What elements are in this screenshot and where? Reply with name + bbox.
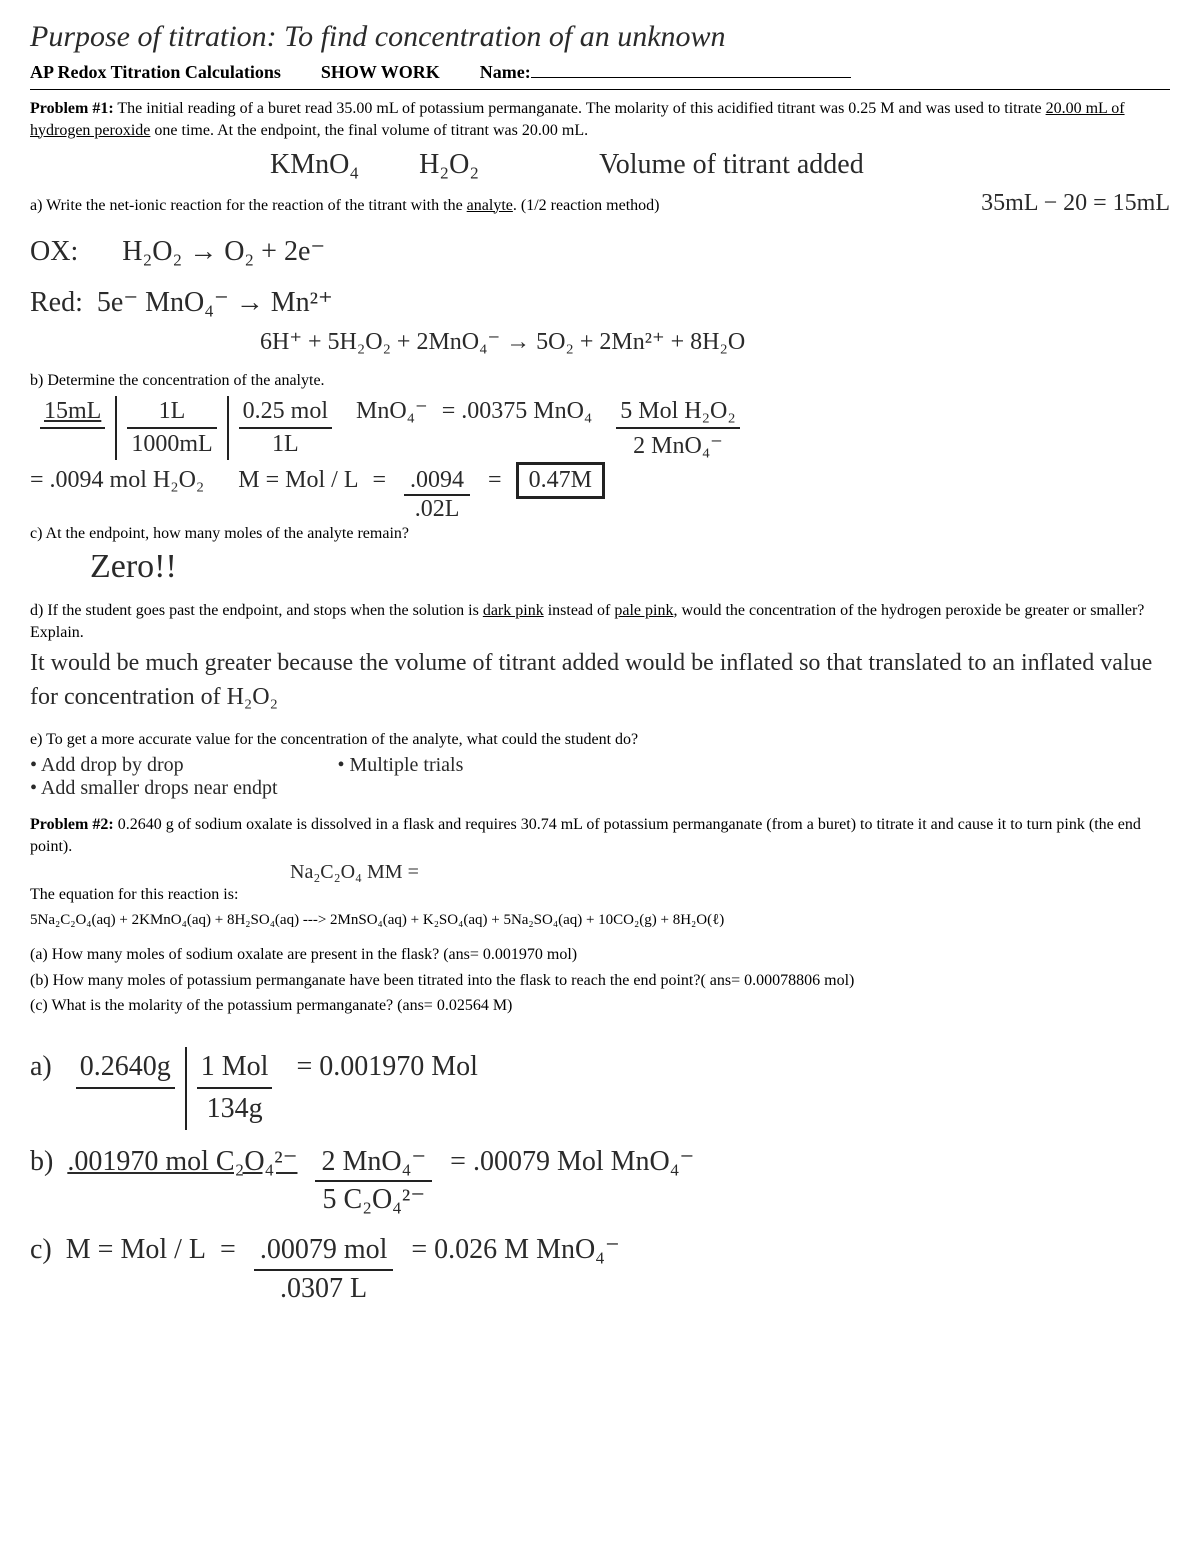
problem-1-label: Problem #1: [30, 100, 114, 117]
part-c-answer: Zero!! [90, 548, 1170, 586]
molarity-formula: M = Mol / L [238, 467, 358, 494]
name-label: Name: [480, 62, 851, 83]
part-b-calc-2: = .0094 mol H₂O₂ M = Mol / L = .0094 .02… [30, 462, 1170, 523]
divider [30, 89, 1170, 90]
red-label: Red: [30, 285, 83, 321]
p2-b-label: b) [30, 1144, 53, 1180]
molarity-fraction: .0094 .02L [404, 467, 470, 523]
equation-label: The equation for this reaction is: [30, 884, 1170, 906]
show-work-label: SHOW WORK [321, 62, 440, 83]
p2-c-fraction: .00079 mol .0307 L [254, 1232, 394, 1307]
p2-a-dim: 0.2640g 1 Mol134g [66, 1047, 283, 1130]
bullet-drop-by-drop: • Add drop by drop [30, 754, 278, 777]
balanced-equation: 5Na₂C₂O₄(aq) + 2KMnO₄(aq) + 8H₂SO₄(aq) -… [30, 910, 1170, 930]
part-b-calc-1: 15mL 1L1000mL 0.25 mol1L MnO₄⁻ = .00375 … [30, 396, 1170, 462]
p2-work-b: b) .001970 mol C₂O₄²⁻ 2 MnO₄⁻ 5 C₂O₄²⁻ =… [30, 1144, 1170, 1219]
p2-question-c: (c) What is the molarity of the potassiu… [30, 995, 1170, 1017]
p2-question-b: (b) How many moles of potassium permanga… [30, 970, 1170, 992]
part-a-row: a) Write the net-ionic reaction for the … [30, 190, 1170, 221]
net-ionic-equation: 6H⁺ + 5H₂O₂ + 2MnO₄⁻ → 5O₂ + 2Mn²⁺ + 8H₂… [260, 327, 1170, 356]
problem-1-text: Problem #1: The initial reading of a bur… [30, 98, 1170, 141]
titrant-analyte-labels: KMnO₄ H₂O₂ Volume of titrant added [270, 147, 1170, 183]
oxidation-half: OX: H₂O₂ → O₂ + 2e⁻ [30, 234, 1170, 270]
p2-work-c: c) M = Mol / L = .00079 mol .0307 L = 0.… [30, 1232, 1170, 1307]
h2o2-label: H₂O₂ [419, 147, 479, 183]
problem-2-label: Problem #2: [30, 816, 114, 833]
p2-question-a: (a) How many moles of sodium oxalate are… [30, 944, 1170, 966]
reduction-half: Red: 5e⁻ MnO₄⁻ → Mn²⁺ [30, 285, 1170, 321]
mole-ratio: 5 Mol H₂O₂2 MnO₄⁻ [606, 396, 749, 462]
ox-label: OX: [30, 234, 78, 270]
p2-c-label: c) [30, 1232, 52, 1268]
final-molarity-boxed: 0.47M [516, 462, 605, 499]
p2-b-ratio: 2 MnO₄⁻ 5 C₂O₄²⁻ [315, 1144, 432, 1219]
part-d-answer: It would be much greater because the vol… [30, 647, 1170, 714]
dimensional-analysis: 15mL 1L1000mL 0.25 mol1L [30, 396, 342, 460]
p2-b-start: .001970 mol C₂O₄²⁻ [67, 1144, 297, 1180]
bullet-smaller-drops: • Add smaller drops near endpt [30, 777, 278, 800]
result-1: = .00375 MnO₄ [442, 398, 593, 425]
moles-h2o2: = .0094 mol H₂O₂ [30, 467, 204, 494]
mno4-label: MnO₄⁻ [356, 396, 428, 425]
molar-mass-note: Na₂C₂O₄ MM = [290, 861, 1170, 884]
red-equation: 5e⁻ MnO₄⁻ → Mn²⁺ [97, 285, 333, 321]
worksheet-header: AP Redox Titration Calculations SHOW WOR… [30, 62, 1170, 83]
worksheet-title: AP Redox Titration Calculations [30, 62, 281, 83]
part-b-text: b) Determine the concentration of the an… [30, 370, 1170, 392]
volume-calc: 35mL − 20 = 15mL [981, 190, 1170, 217]
p2-a-label: a) [30, 1049, 52, 1085]
p2-a-result: = 0.001970 Mol [296, 1049, 477, 1085]
part-d-text: d) If the student goes past the endpoint… [30, 600, 1170, 643]
purpose-note: Purpose of titration: To find concentrat… [30, 20, 1170, 54]
volume-added-label: Volume of titrant added [599, 147, 864, 183]
p2-c-result: = 0.026 M MnO₄⁻ [411, 1232, 619, 1268]
part-c-text: c) At the endpoint, how many moles of th… [30, 523, 1170, 545]
problem-2-text: Problem #2: 0.2640 g of sodium oxalate i… [30, 814, 1170, 857]
part-e-answers: • Add drop by drop • Add smaller drops n… [30, 754, 1170, 800]
p2-c-formula: M = Mol / L [66, 1232, 206, 1268]
bullet-multiple-trials: • Multiple trials [338, 754, 464, 777]
p2-work-a: a) 0.2640g 1 Mol134g = 0.001970 Mol [30, 1047, 1170, 1130]
ox-equation: H₂O₂ → O₂ + 2e⁻ [122, 234, 325, 270]
kmno4-label: KMnO₄ [270, 147, 359, 183]
part-a-text: a) Write the net-ionic reaction for the … [30, 195, 967, 217]
part-e-text: e) To get a more accurate value for the … [30, 729, 1170, 751]
p2-b-result: = .00079 Mol MnO₄⁻ [450, 1144, 694, 1180]
